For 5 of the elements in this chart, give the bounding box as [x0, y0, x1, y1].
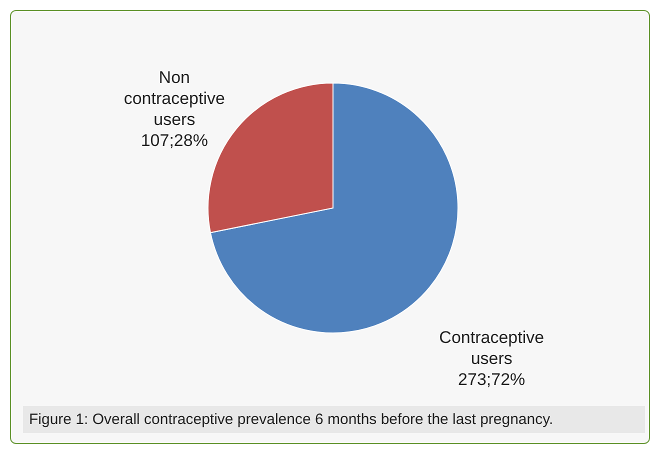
slice-label: Contraceptive users [439, 328, 544, 368]
slice-label: Non contraceptive users [124, 68, 225, 130]
data-label: 273;72% [458, 370, 526, 389]
data-label: 107;28% [140, 131, 208, 150]
caption: Figure 1: Overall contraceptive prevalence 6 months before the last pregnancy. [23, 406, 645, 433]
